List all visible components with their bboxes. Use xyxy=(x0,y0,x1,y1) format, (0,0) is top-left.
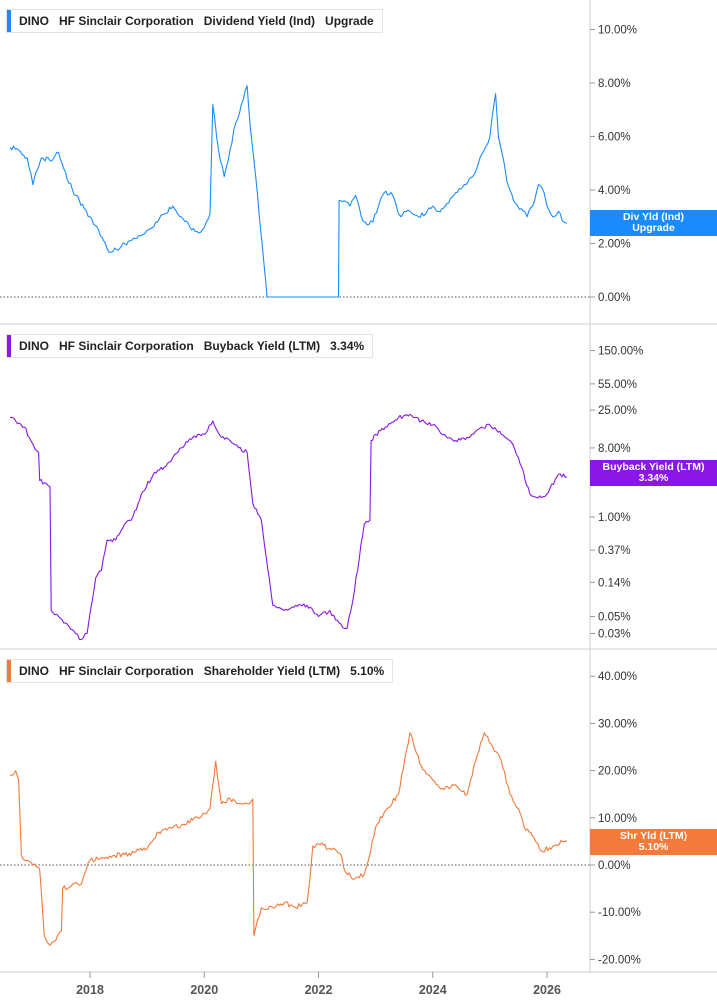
y-tick-label: 0.14% xyxy=(598,577,631,589)
legend-buyback: DINO HF Sinclair Corporation Buyback Yie… xyxy=(6,334,374,358)
y-tick-label: 2.00% xyxy=(598,239,631,251)
legend-swatch xyxy=(7,660,11,682)
x-tick-label: 2024 xyxy=(419,983,447,997)
y-tick-label: 150.00% xyxy=(598,346,643,358)
axis-layer: 10.00% 8.00% 6.00% 4.00% 2.00% 0.00% 150.00% 55… xyxy=(76,25,643,998)
grid-layer xyxy=(0,0,717,973)
series-line-shareholder xyxy=(10,732,568,946)
y-tick-label: 10.00% xyxy=(598,813,637,825)
legend-value: 3.34% xyxy=(330,339,365,353)
value-tag-dividend: Div Yld (Ind) Upgrade xyxy=(590,210,717,236)
legend-ticker: DINO xyxy=(19,664,49,678)
tag-value: Upgrade xyxy=(632,222,675,234)
series-line-dividend xyxy=(9,85,568,298)
legend-value: 5.10% xyxy=(350,664,385,678)
y-tick-label: 25.00% xyxy=(598,405,637,417)
y-tick-label: -10.00% xyxy=(598,907,641,919)
legend-ticker: DINO xyxy=(19,14,49,28)
legend-swatch xyxy=(7,335,11,357)
legend-company: HF Sinclair Corporation xyxy=(59,339,194,353)
series-layer xyxy=(9,85,568,946)
tag-value: 5.10% xyxy=(638,841,669,853)
y-tick-label: 0.00% xyxy=(598,860,631,872)
legend-shareholder: DINO HF Sinclair Corporation Shareholder… xyxy=(6,659,394,683)
y-tick-label: 20.00% xyxy=(598,766,637,778)
y-tick-label: 0.37% xyxy=(598,545,631,557)
y-tick-label: 4.00% xyxy=(598,185,631,197)
legend-company: HF Sinclair Corporation xyxy=(59,14,194,28)
legend-swatch xyxy=(7,10,11,32)
y-tick-label: 8.00% xyxy=(598,78,631,90)
legend-company: HF Sinclair Corporation xyxy=(59,664,194,678)
y-tick-label: 0.00% xyxy=(598,292,631,304)
y-tick-label: 0.05% xyxy=(598,612,631,624)
tag-label: Buyback Yield (LTM) xyxy=(602,461,705,473)
legend-value[interactable]: Upgrade xyxy=(325,14,374,28)
x-tick-label: 2022 xyxy=(305,983,333,997)
y-tick-label: 40.00% xyxy=(598,671,637,683)
y-tick-label: 0.03% xyxy=(598,629,631,641)
legend-dividend: DINO HF Sinclair Corporation Dividend Yi… xyxy=(6,9,383,33)
x-tick-label: 2020 xyxy=(190,983,218,997)
legend-metric: Shareholder Yield (LTM) xyxy=(203,664,341,678)
tag-label: Div Yld (Ind) xyxy=(622,211,685,223)
y-tick-label: 1.00% xyxy=(598,512,631,524)
y-tick-label: -20.00% xyxy=(598,954,641,966)
y-tick-label: 55.00% xyxy=(598,379,637,391)
x-tick-label: 2026 xyxy=(533,983,561,997)
series-line-buyback xyxy=(9,413,568,641)
legend-metric: Buyback Yield (LTM) xyxy=(203,339,321,353)
legend-ticker: DINO xyxy=(19,339,49,353)
x-tick-label: 2018 xyxy=(76,983,104,997)
y-tick-label: 30.00% xyxy=(598,718,637,730)
y-tick-label: 10.00% xyxy=(598,25,637,37)
tag-value: 3.34% xyxy=(638,472,669,484)
legend-metric: Dividend Yield (Ind) xyxy=(203,14,316,28)
value-tag-buyback: Buyback Yield (LTM) 3.34% xyxy=(590,460,717,486)
tag-label: Shr Yld (LTM) xyxy=(619,830,688,842)
y-tick-label: 6.00% xyxy=(598,132,631,144)
value-tag-shareholder: Shr Yld (LTM) 5.10% xyxy=(590,829,717,855)
y-tick-label: 8.00% xyxy=(598,443,631,455)
